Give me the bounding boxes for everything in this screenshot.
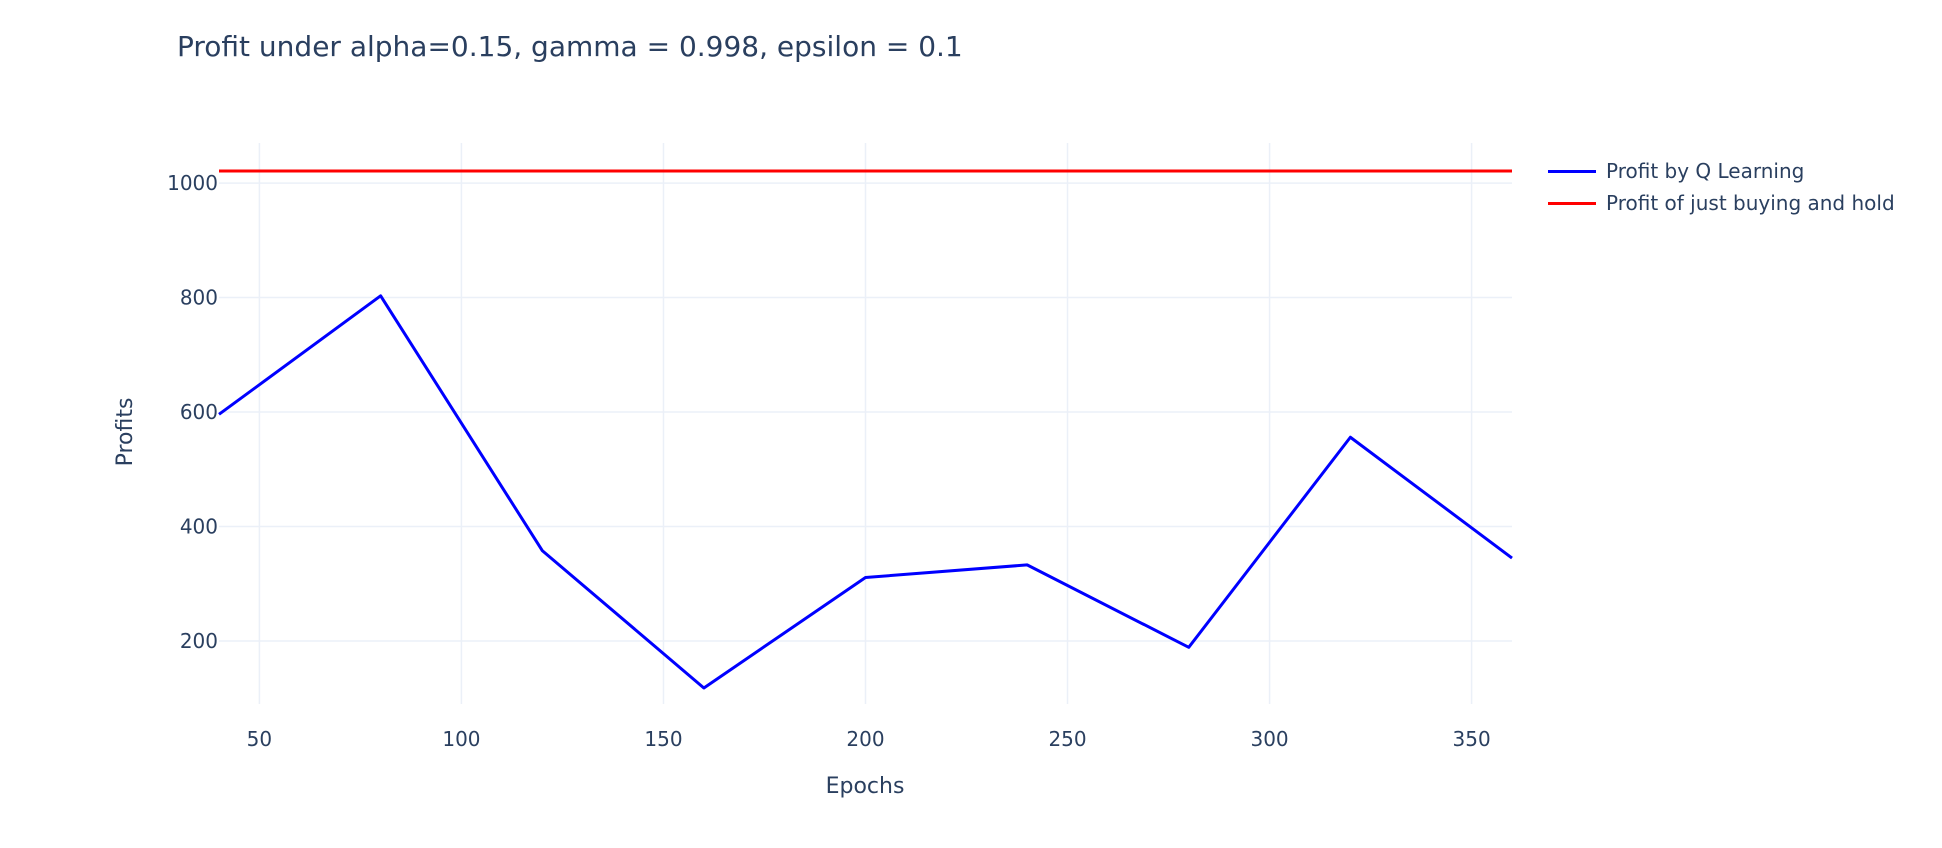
grid [219, 143, 1512, 704]
x-tick-label: 350 [1453, 727, 1491, 751]
x-tick-label: 250 [1048, 727, 1086, 751]
x-axis-label: Epochs [826, 774, 905, 799]
y-tick-label: 800 [180, 286, 218, 310]
legend-item-buy-hold[interactable]: Profit of just buying and hold [1548, 187, 1895, 219]
x-tick-label: 200 [846, 727, 884, 751]
x-tick-label: 150 [644, 727, 682, 751]
legend-label-q-learning: Profit by Q Learning [1606, 159, 1805, 183]
y-axis-ticks: 200 400 600 800 1000 [167, 171, 218, 653]
x-tick-label: 100 [442, 727, 480, 751]
series-line-q-learning [218, 294, 1513, 690]
legend-swatch-q-learning [1548, 169, 1596, 173]
series-group [218, 169, 1513, 690]
x-tick-label: 300 [1250, 727, 1288, 751]
y-axis-label: Profits [113, 398, 138, 467]
x-tick-label: 50 [247, 727, 272, 751]
y-tick-label: 200 [180, 629, 218, 653]
y-tick-label: 1000 [167, 171, 218, 195]
legend-label-buy-hold: Profit of just buying and hold [1606, 191, 1895, 215]
y-tick-label: 400 [180, 515, 218, 539]
x-axis-ticks: 50 100 150 200 250 300 350 [247, 727, 1491, 751]
legend: Profit by Q Learning Profit of just buyi… [1548, 155, 1895, 219]
legend-item-q-learning[interactable]: Profit by Q Learning [1548, 155, 1895, 187]
y-tick-label: 600 [180, 400, 218, 424]
chart-title: Profit under alpha=0.15, gamma = 0.998, … [177, 30, 963, 63]
legend-swatch-buy-hold [1548, 201, 1596, 205]
